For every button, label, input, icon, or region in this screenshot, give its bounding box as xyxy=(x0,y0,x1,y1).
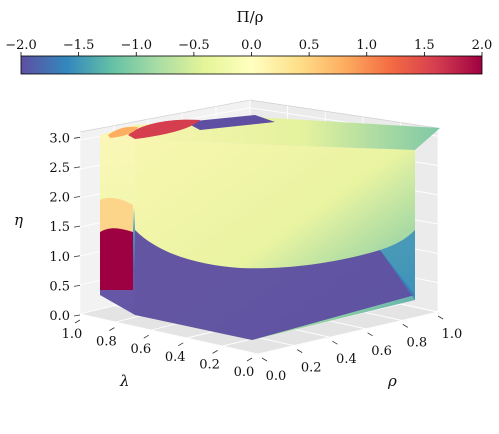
colorbar-tick-label: 0.5 xyxy=(299,38,320,53)
region-high-left xyxy=(100,227,133,290)
x-tick xyxy=(143,334,150,339)
colorbar-tick-label: −1.5 xyxy=(63,38,95,53)
z-tick xyxy=(73,166,81,169)
x-tick xyxy=(74,319,81,324)
x-tick xyxy=(109,327,115,331)
y-axis: ρ 0.0 0.2 0.4 0.6 0.8 1.0 xyxy=(261,315,463,390)
x-tick xyxy=(246,357,253,362)
y-tick-label: 1.0 xyxy=(442,327,463,342)
x-tick xyxy=(212,350,218,354)
region-low-eta xyxy=(135,230,415,340)
y-tick-label: 0.8 xyxy=(406,335,427,350)
z-tick-label: 1.0 xyxy=(49,250,70,265)
z-tick xyxy=(73,196,81,198)
grid-line xyxy=(257,311,439,355)
z-tick xyxy=(73,284,81,287)
colorbar-tick-label: 2.0 xyxy=(472,38,493,53)
x-tick-label: 0.6 xyxy=(130,342,151,357)
z-axis: η 0.0 0.5 1.0 1.5 2.0 2.5 3.0 xyxy=(14,131,81,324)
colorbar-tick-label: 0.0 xyxy=(241,38,262,53)
colorbar-tick-label: −2.0 xyxy=(5,38,37,53)
x-tick-label: 1.0 xyxy=(62,327,83,342)
x-axis: λ 0.0 0.2 0.4 0.6 0.8 1.0 xyxy=(62,319,255,390)
x-axis-label: λ xyxy=(119,372,130,390)
colorbar-label: Π/ρ xyxy=(237,8,264,26)
y-tick xyxy=(332,340,338,345)
y-tick xyxy=(296,349,303,353)
y-tick-label: 0.6 xyxy=(371,344,392,359)
region-high-top-orange xyxy=(108,126,138,138)
x-tick-label: 0.0 xyxy=(234,365,255,380)
z-tick-label: 3.0 xyxy=(49,131,70,146)
y-tick xyxy=(402,324,409,328)
y-axis-ticks: 0.0 0.2 0.4 0.6 0.8 1.0 xyxy=(261,315,463,384)
scatter-volume xyxy=(100,115,440,340)
z-tick-label: 0.5 xyxy=(49,279,70,294)
z-tick-label: 0.0 xyxy=(49,309,70,324)
region-high-top xyxy=(128,119,200,139)
colorbar-tick-label: 1.0 xyxy=(356,38,377,53)
x-axis-ticks: 0.0 0.2 0.4 0.6 0.8 1.0 xyxy=(62,319,255,380)
z-tick xyxy=(73,255,81,258)
colorbar-tick-label: −0.5 xyxy=(178,38,210,53)
region-blue-transition xyxy=(380,230,415,300)
x-tick xyxy=(177,342,184,347)
z-axis-label: η xyxy=(14,211,23,229)
colorbar-ticks: −2.0 −1.5 −1.0 −0.5 0.0 0.5 1.0 1.5 2.0 xyxy=(5,38,492,56)
x-tick-label: 0.2 xyxy=(199,357,220,372)
z-tick-label: 2.0 xyxy=(49,191,70,206)
z-axis-ticks: 0.0 0.5 1.0 1.5 2.0 2.5 3.0 xyxy=(49,131,81,324)
colorbar: Π/ρ −2.0 −1.5 −1.0 −0.5 0.0 0.5 1.0 1.5 2.0 xyxy=(5,8,492,75)
y-tick xyxy=(437,315,444,320)
z-tick-label: 1.5 xyxy=(49,220,70,235)
region-top-corner xyxy=(185,115,275,130)
y-tick xyxy=(261,357,268,362)
y-tick xyxy=(367,332,373,337)
x-tick-label: 0.4 xyxy=(165,350,186,365)
z-tick xyxy=(73,225,81,228)
y-axis-label: ρ xyxy=(387,372,397,390)
colorbar-tick-label: 1.5 xyxy=(414,38,435,53)
region-orange-left xyxy=(100,197,133,232)
z-tick-label: 2.5 xyxy=(49,161,70,176)
grid-line xyxy=(79,313,259,355)
y-tick-label: 0.2 xyxy=(301,361,322,376)
x-tick-label: 0.8 xyxy=(96,335,117,350)
y-tick-label: 0.0 xyxy=(266,369,287,384)
z-tick xyxy=(73,136,81,139)
colorbar-tick-label: −1.0 xyxy=(120,38,152,53)
colorbar-gradient xyxy=(20,55,483,75)
y-tick-label: 0.4 xyxy=(336,352,357,367)
z-tick xyxy=(73,314,81,317)
